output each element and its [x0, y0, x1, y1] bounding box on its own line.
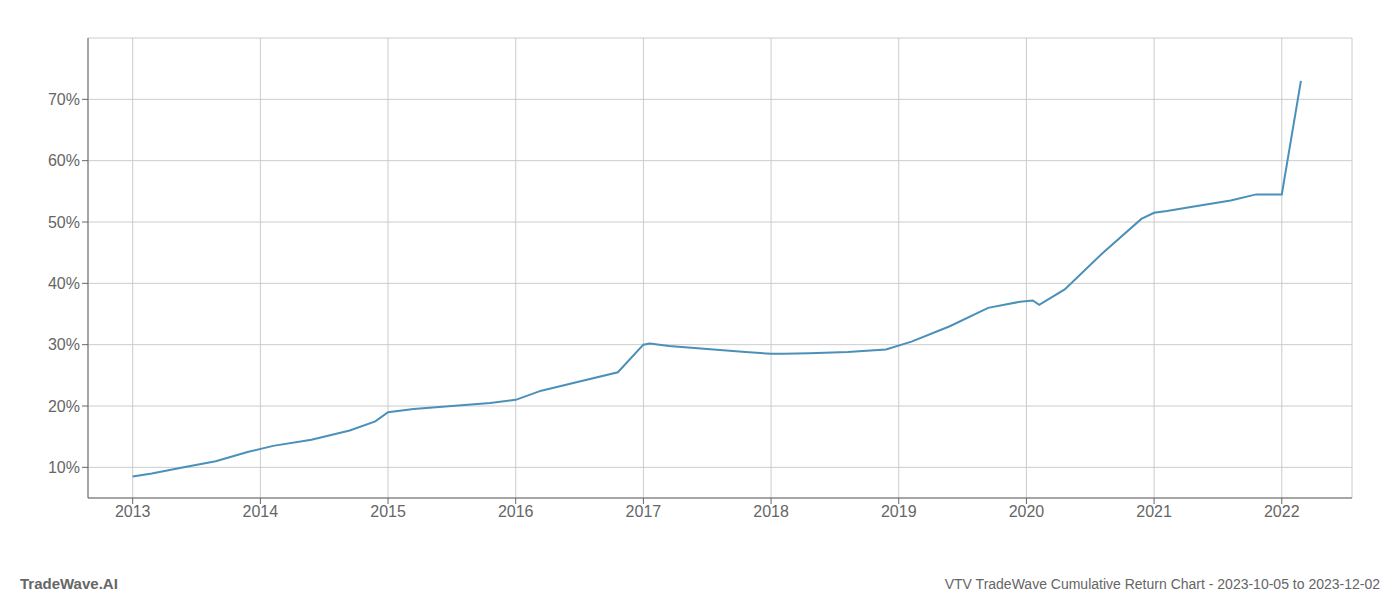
svg-text:2016: 2016	[498, 503, 534, 520]
html-text:VTV TradeWave Cumulative Retur: VTV TradeWave Cumulative Return Chart - …	[944, 576, 1380, 592]
svg-text:20%: 20%	[48, 398, 80, 415]
svg-text:2022: 2022	[1264, 503, 1300, 520]
svg-text:2020: 2020	[1009, 503, 1045, 520]
svg-text:2019: 2019	[881, 503, 917, 520]
svg-text:50%: 50%	[48, 214, 80, 231]
svg-text:10%: 10%	[48, 459, 80, 476]
svg-text:2015: 2015	[370, 503, 406, 520]
svg-text:70%: 70%	[48, 91, 80, 108]
svg-text:30%: 30%	[48, 336, 80, 353]
svg-text:2018: 2018	[753, 503, 789, 520]
svg-text:2017: 2017	[626, 503, 662, 520]
svg-text:2013: 2013	[115, 503, 151, 520]
html-text:TradeWave.AI: TradeWave.AI	[20, 575, 118, 592]
svg-text:2021: 2021	[1136, 503, 1172, 520]
svg-text:40%: 40%	[48, 275, 80, 292]
svg-text:2014: 2014	[243, 503, 279, 520]
svg-text:60%: 60%	[48, 152, 80, 169]
